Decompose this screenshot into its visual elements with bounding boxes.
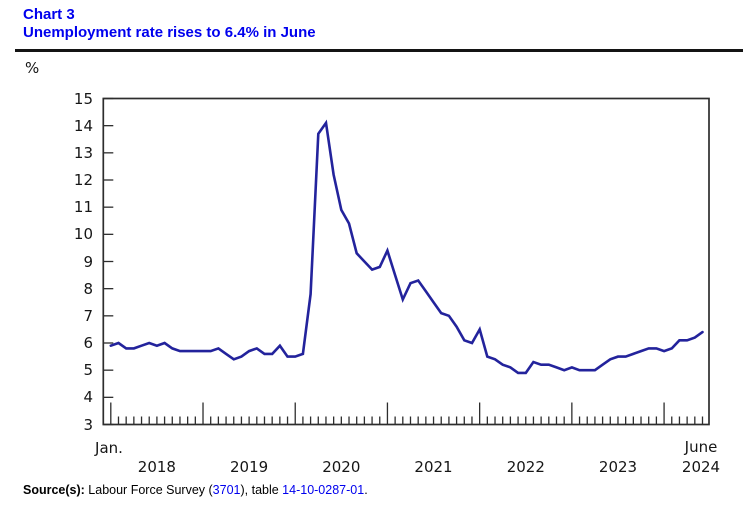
y-axis-tick-label: 3 bbox=[83, 415, 93, 434]
x-axis-year-label: 2024 bbox=[681, 458, 721, 476]
x-axis-first-month-label: Jan. bbox=[95, 439, 123, 457]
y-axis-tick-label: 11 bbox=[73, 198, 93, 217]
x-axis-year-label: 2021 bbox=[414, 458, 453, 476]
y-axis-tick-label: 8 bbox=[83, 279, 93, 298]
x-axis-year-label: 2018 bbox=[137, 458, 176, 476]
source-text: Labour Force Survey ( bbox=[84, 483, 213, 497]
chart-title: Unemployment rate rises to 6.4% in June bbox=[23, 24, 316, 41]
title-divider-rule bbox=[15, 49, 743, 52]
y-axis-tick-label: 4 bbox=[83, 388, 93, 407]
plot-frame bbox=[102, 97, 710, 426]
y-axis-unit-label: % bbox=[25, 59, 40, 77]
y-axis-tick-label: 6 bbox=[83, 334, 93, 352]
y-axis-tick-label: 10 bbox=[73, 225, 93, 244]
survey-number-link[interactable]: 3701 bbox=[212, 483, 241, 497]
chart-number-label: Chart 3 bbox=[23, 6, 75, 23]
source-text: ), table bbox=[240, 483, 283, 497]
y-axis-tick-label: 12 bbox=[73, 171, 93, 189]
source-line: Source(s): Labour Force Survey (3701), t… bbox=[23, 483, 368, 497]
y-axis-tick-label: 15 bbox=[73, 89, 93, 108]
y-axis-tick-label: 7 bbox=[83, 306, 93, 325]
source-prefix: Source(s): bbox=[23, 483, 85, 497]
y-axis-tick-label: 13 bbox=[73, 143, 93, 162]
x-axis-year-label: 2019 bbox=[230, 458, 269, 476]
source-text: . bbox=[364, 483, 368, 497]
x-axis-year-label: 2023 bbox=[598, 458, 638, 476]
x-axis-year-label: 2020 bbox=[322, 458, 361, 476]
x-axis-last-month-label: June bbox=[684, 438, 718, 456]
x-axis-year-label: 2022 bbox=[506, 458, 545, 476]
unemployment-rate-line bbox=[109, 119, 704, 375]
y-axis-tick-label: 5 bbox=[83, 361, 93, 380]
y-axis-tick-label: 9 bbox=[83, 252, 93, 271]
table-number-link[interactable]: 14-10-0287-01 bbox=[282, 483, 365, 497]
y-axis-tick-label: 14 bbox=[73, 116, 93, 135]
